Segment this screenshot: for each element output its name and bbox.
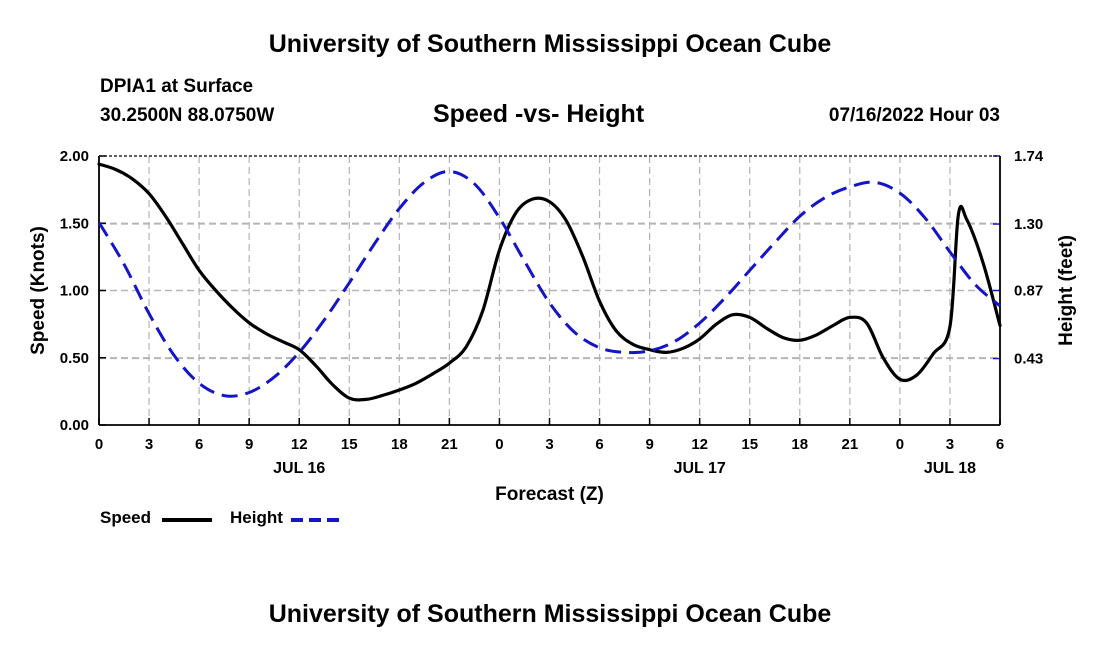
chart-subtitle: Speed -vs- Height [433, 100, 645, 128]
x-tick-label: 6 [195, 436, 203, 453]
legend-speed-swatch [162, 518, 212, 522]
legend-height-swatch [291, 518, 341, 522]
forecast-datetime: 07/16/2022 Hour 03 [828, 105, 1000, 126]
x-tick-label: 6 [595, 436, 603, 453]
x-date-label: JUL 18 [924, 460, 976, 477]
x-tick-label: 18 [391, 436, 408, 453]
x-tick-label: 0 [896, 436, 904, 453]
x-tick-label: 0 [495, 436, 503, 453]
legend-speed-label: Speed [100, 508, 152, 527]
x-tick-label: 15 [741, 436, 758, 453]
station-coordinates: 30.2500N 88.0750W [100, 105, 275, 126]
height-series-line [97, 170, 1001, 398]
y2-axis-title: Height (feet) [1056, 235, 1077, 346]
y2-tick-label: 1.30 [1014, 216, 1043, 233]
x-axis-title: Forecast (Z) [495, 484, 604, 505]
series-layer [97, 162, 1002, 402]
x-tick-label: 12 [291, 436, 308, 453]
y2-tick-label: 0.87 [1014, 283, 1043, 300]
x-tick-label: 12 [691, 436, 708, 453]
x-tick-label: 6 [996, 436, 1004, 453]
x-tick-label: 0 [95, 436, 103, 453]
y-tick-label: 0.00 [60, 417, 89, 434]
station-label: DPIA1 at Surface [100, 76, 254, 97]
y2-tick-label: 1.74 [1014, 148, 1044, 165]
x-date-label: JUL 17 [674, 460, 726, 477]
labels-layer: 0 3 6 9 12 15 18 21 0 3 6 9 12 15 18 21 0 3 6 0.00 0.50 1.00 1… [28, 148, 1077, 505]
x-tick-label: 9 [245, 436, 253, 453]
y-tick-label: 1.00 [60, 283, 89, 300]
legend-height-label: Height [230, 508, 283, 527]
x-tick-label: 15 [341, 436, 358, 453]
x-tick-label: 21 [441, 436, 458, 453]
y-tick-label: 2.00 [60, 148, 89, 165]
page-title: University of Southern Mississippi Ocean… [268, 30, 832, 58]
legend-speed: Speed [100, 508, 151, 528]
x-tick-label: 3 [946, 436, 954, 453]
axes-layer [98, 155, 1001, 426]
x-tick-label: 3 [545, 436, 553, 453]
y-axis-title: Speed (Knots) [28, 226, 49, 355]
x-tick-label: 18 [791, 436, 808, 453]
y-tick-label: 0.50 [60, 350, 89, 367]
speed-series-line [97, 162, 1002, 402]
footer-title: University of Southern Mississippi Ocean… [268, 600, 832, 628]
x-tick-label: 9 [645, 436, 653, 453]
grid-layer [99, 156, 1000, 425]
x-date-label: JUL 16 [273, 460, 325, 477]
y-tick-label: 1.50 [60, 215, 89, 232]
y2-tick-label: 0.43 [1014, 351, 1043, 368]
x-tick-label: 21 [841, 436, 858, 453]
x-tick-label: 3 [145, 436, 153, 453]
legend-height: Height [230, 508, 283, 528]
